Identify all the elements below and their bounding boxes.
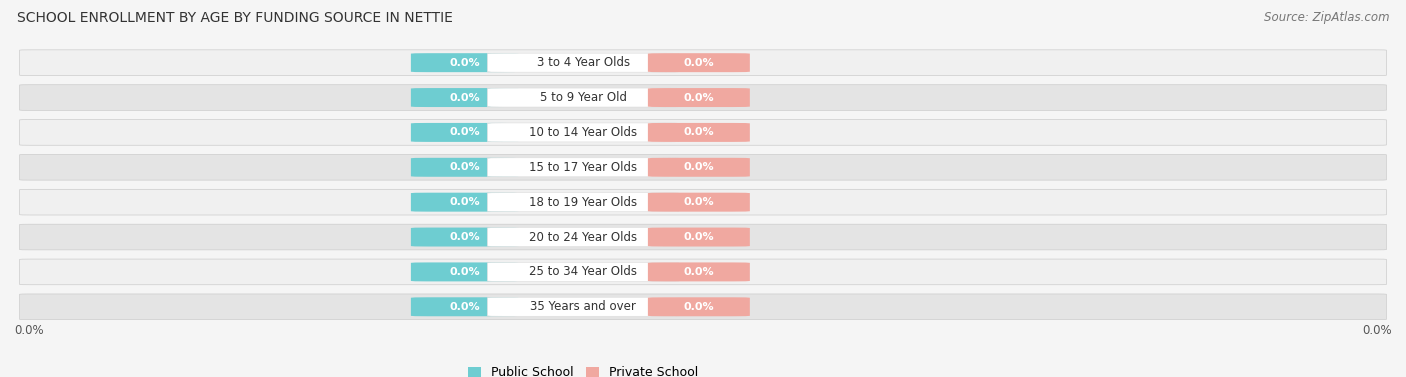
Text: 0.0%: 0.0%: [450, 267, 479, 277]
Text: 0.0%: 0.0%: [450, 232, 479, 242]
Text: 25 to 34 Year Olds: 25 to 34 Year Olds: [529, 265, 637, 278]
FancyBboxPatch shape: [411, 53, 519, 72]
Text: 0.0%: 0.0%: [1362, 324, 1392, 337]
FancyBboxPatch shape: [20, 294, 1386, 320]
FancyBboxPatch shape: [20, 155, 1386, 180]
Text: SCHOOL ENROLLMENT BY AGE BY FUNDING SOURCE IN NETTIE: SCHOOL ENROLLMENT BY AGE BY FUNDING SOUR…: [17, 11, 453, 25]
FancyBboxPatch shape: [20, 120, 1386, 145]
Text: 0.0%: 0.0%: [683, 92, 714, 103]
Text: 10 to 14 Year Olds: 10 to 14 Year Olds: [529, 126, 637, 139]
Text: 20 to 24 Year Olds: 20 to 24 Year Olds: [529, 231, 637, 244]
Text: 0.0%: 0.0%: [14, 324, 44, 337]
FancyBboxPatch shape: [411, 193, 519, 211]
FancyBboxPatch shape: [20, 85, 1386, 110]
FancyBboxPatch shape: [411, 228, 519, 247]
FancyBboxPatch shape: [411, 123, 519, 142]
FancyBboxPatch shape: [488, 53, 679, 72]
Text: 0.0%: 0.0%: [683, 197, 714, 207]
FancyBboxPatch shape: [488, 123, 679, 142]
Text: 0.0%: 0.0%: [683, 232, 714, 242]
FancyBboxPatch shape: [411, 262, 519, 281]
Text: Source: ZipAtlas.com: Source: ZipAtlas.com: [1264, 11, 1389, 24]
Text: 18 to 19 Year Olds: 18 to 19 Year Olds: [529, 196, 637, 208]
Text: 0.0%: 0.0%: [683, 267, 714, 277]
FancyBboxPatch shape: [648, 158, 749, 177]
FancyBboxPatch shape: [648, 193, 749, 211]
FancyBboxPatch shape: [411, 297, 519, 316]
FancyBboxPatch shape: [488, 88, 679, 107]
Text: 0.0%: 0.0%: [683, 127, 714, 138]
Text: 15 to 17 Year Olds: 15 to 17 Year Olds: [529, 161, 637, 174]
FancyBboxPatch shape: [20, 50, 1386, 75]
Text: 0.0%: 0.0%: [450, 302, 479, 312]
FancyBboxPatch shape: [648, 53, 749, 72]
Text: 0.0%: 0.0%: [683, 58, 714, 68]
Text: 0.0%: 0.0%: [683, 302, 714, 312]
Text: 5 to 9 Year Old: 5 to 9 Year Old: [540, 91, 627, 104]
FancyBboxPatch shape: [648, 262, 749, 281]
FancyBboxPatch shape: [411, 158, 519, 177]
FancyBboxPatch shape: [488, 228, 679, 247]
Text: 0.0%: 0.0%: [450, 58, 479, 68]
FancyBboxPatch shape: [648, 297, 749, 316]
FancyBboxPatch shape: [20, 224, 1386, 250]
Text: 0.0%: 0.0%: [683, 162, 714, 172]
Legend: Public School, Private School: Public School, Private School: [468, 366, 697, 377]
Text: 3 to 4 Year Olds: 3 to 4 Year Olds: [537, 56, 630, 69]
Text: 35 Years and over: 35 Years and over: [530, 300, 636, 313]
FancyBboxPatch shape: [648, 123, 749, 142]
FancyBboxPatch shape: [488, 262, 679, 281]
FancyBboxPatch shape: [488, 297, 679, 316]
Text: 0.0%: 0.0%: [450, 127, 479, 138]
FancyBboxPatch shape: [20, 189, 1386, 215]
Text: 0.0%: 0.0%: [450, 197, 479, 207]
FancyBboxPatch shape: [411, 88, 519, 107]
Text: 0.0%: 0.0%: [450, 162, 479, 172]
FancyBboxPatch shape: [648, 228, 749, 247]
Text: 0.0%: 0.0%: [450, 92, 479, 103]
FancyBboxPatch shape: [648, 88, 749, 107]
FancyBboxPatch shape: [488, 158, 679, 177]
FancyBboxPatch shape: [20, 259, 1386, 285]
FancyBboxPatch shape: [488, 193, 679, 211]
